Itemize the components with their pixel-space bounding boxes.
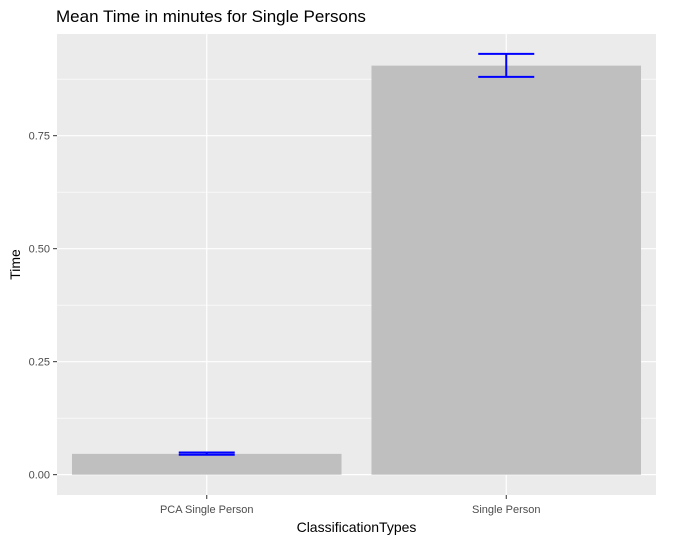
bar <box>71 453 342 475</box>
x-tick-label: PCA Single Person <box>160 504 254 516</box>
error-bars <box>178 52 535 456</box>
y-tick-label: 0.50 <box>29 244 50 256</box>
x-axis: PCA Single Person Single Person <box>160 495 541 516</box>
y-tick-label: 0.25 <box>29 357 50 369</box>
bar <box>371 65 642 475</box>
y-tick-label: 0.75 <box>29 131 50 143</box>
x-axis-title: ClassificationTypes <box>297 519 417 535</box>
bars <box>71 65 642 475</box>
x-tick-label: Single Person <box>472 504 541 516</box>
y-axis: 0.00 0.25 0.50 0.75 <box>29 131 57 482</box>
chart-title: Mean Time in minutes for Single Persons <box>56 7 366 26</box>
error-bar <box>478 52 535 78</box>
error-bar <box>178 451 235 456</box>
y-axis-title: Time <box>7 249 23 280</box>
y-tick-label: 0.00 <box>29 470 50 482</box>
